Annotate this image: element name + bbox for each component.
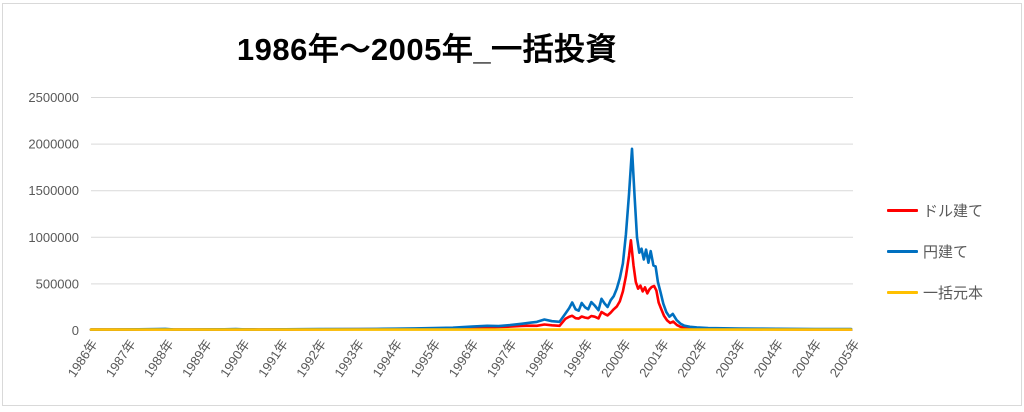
- x-tick-label: 1998年: [522, 337, 558, 380]
- x-tick-label: 2002年: [674, 337, 710, 380]
- series-line-usd: [89, 239, 853, 331]
- x-axis-labels: 1986年 1987年 1988年 1989年 1990年 1991年 1992年 1993年…: [65, 337, 863, 380]
- legend: ドル建て 円建て 一括元本: [887, 200, 983, 303]
- y-tick-label: 0: [72, 323, 79, 338]
- chart-container: 1986年～2005年_一括投資 0 500000 1000000 1500000 20…: [2, 3, 1022, 406]
- line-chart: 0 500000 1000000 1500000 2000000 2500000 1986年…: [28, 90, 863, 380]
- x-tick-label: 1992年: [293, 337, 329, 380]
- y-tick-label: 1500000: [28, 183, 79, 198]
- x-tick-label: 1989年: [179, 337, 215, 380]
- legend-label-usd: ドル建て: [923, 203, 984, 220]
- x-tick-label: 1990年: [217, 337, 253, 380]
- x-tick-label: 1996年: [446, 337, 482, 380]
- legend-label-principal: 一括元本: [923, 285, 984, 302]
- y-tick-label: 2500000: [28, 90, 79, 105]
- chart-title: 1986年～2005年_一括投資: [236, 32, 618, 67]
- x-tick-label: 2000年: [598, 337, 634, 380]
- legend-line-jpy-icon: [887, 250, 918, 253]
- x-tick-label: 2004年: [750, 337, 786, 380]
- x-tick-label: 1988年: [141, 337, 177, 380]
- series-line-jpy: [89, 147, 853, 331]
- legend-item-principal: 一括元本: [887, 282, 983, 303]
- x-tick-label: 1993年: [331, 337, 367, 380]
- x-tick-label: 2001年: [636, 337, 672, 380]
- y-axis-labels: 0 500000 1000000 1500000 2000000 2500000: [28, 90, 79, 338]
- y-tick-label: 1000000: [28, 230, 79, 245]
- legend-label-jpy: 円建て: [923, 244, 969, 261]
- x-tick-label: 2004年: [789, 337, 825, 380]
- legend-item-usd: ドル建て: [887, 200, 983, 221]
- y-tick-label: 2000000: [28, 137, 79, 152]
- x-tick-label: 1986年: [65, 337, 101, 380]
- x-tick-label: 1987年: [103, 337, 139, 380]
- y-tick-label: 500000: [36, 276, 79, 291]
- x-tick-label: 1991年: [255, 337, 291, 380]
- gridlines: [91, 97, 853, 331]
- x-tick-label: 1994年: [369, 337, 405, 380]
- x-tick-label: 2003年: [712, 337, 748, 380]
- x-tick-label: 2005年: [827, 337, 863, 380]
- legend-line-usd-icon: [887, 209, 918, 212]
- legend-line-principal-icon: [887, 291, 918, 294]
- x-tick-label: 1999年: [560, 337, 596, 380]
- legend-item-jpy: 円建て: [887, 241, 983, 262]
- x-tick-label: 1997年: [484, 337, 520, 380]
- x-tick-label: 1995年: [408, 337, 444, 380]
